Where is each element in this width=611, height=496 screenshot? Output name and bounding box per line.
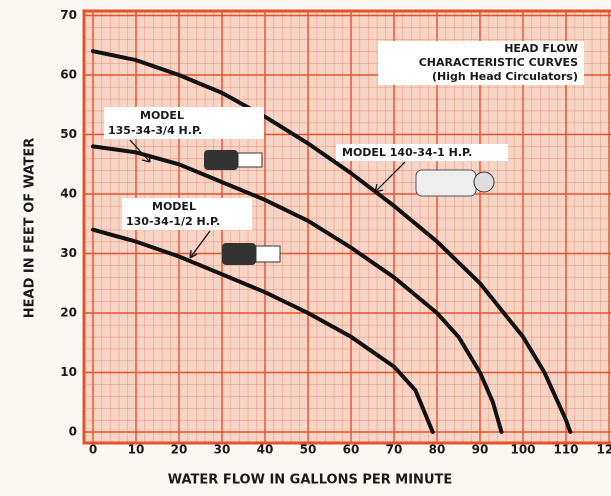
x-tick-label: 30 xyxy=(214,443,231,457)
x-tick-label: 120 xyxy=(596,443,611,457)
y-tick-label: 60 xyxy=(60,68,77,82)
y-tick-label: 40 xyxy=(60,187,77,201)
arrows xyxy=(129,139,406,259)
y-tick-label: 70 xyxy=(60,8,77,22)
curve xyxy=(91,144,504,434)
x-tick-label: 80 xyxy=(429,443,446,457)
title-line: HEAD FLOW xyxy=(504,42,578,55)
title-box xyxy=(378,41,584,85)
y-axis-label: HEAD IN FEET OF WATER xyxy=(23,138,38,318)
label-box xyxy=(122,198,252,230)
y-tick-label: 30 xyxy=(60,246,77,260)
x-tick-label: 90 xyxy=(472,443,489,457)
pump-icons xyxy=(204,150,495,265)
label-box xyxy=(104,107,264,139)
curve xyxy=(91,49,573,434)
curve xyxy=(91,227,435,434)
x-tick-label: 50 xyxy=(300,443,317,457)
series-label: 130-34-1/2 H.P. xyxy=(126,215,220,228)
x-tick-label: 10 xyxy=(128,443,145,457)
y-tick-label: 20 xyxy=(60,306,77,320)
x-tick-label: 40 xyxy=(257,443,274,457)
x-tick-label: 60 xyxy=(343,443,360,457)
label-box xyxy=(336,144,508,161)
x-tick-label: 100 xyxy=(510,443,535,457)
series-label: MODEL 140-34-1 H.P. xyxy=(342,146,472,159)
x-axis-label: WATER FLOW IN GALLONS PER MINUTE xyxy=(168,473,453,488)
x-tick-label: 110 xyxy=(553,443,578,457)
x-tick-label: 0 xyxy=(89,443,97,457)
title-line: CHARACTERISTIC CURVES xyxy=(419,56,578,69)
x-tick-label: 70 xyxy=(386,443,403,457)
title-line: (High Head Circulators) xyxy=(432,70,578,83)
y-tick-label: 10 xyxy=(60,365,77,379)
x-tick-label: 20 xyxy=(171,443,188,457)
series-label: MODEL xyxy=(152,200,196,213)
series-label: 135-34-3/4 H.P. xyxy=(108,124,202,137)
y-tick-label: 50 xyxy=(60,127,77,141)
y-tick-label: 0 xyxy=(69,425,77,439)
series-label: MODEL xyxy=(140,109,184,122)
plot-border xyxy=(82,9,611,445)
